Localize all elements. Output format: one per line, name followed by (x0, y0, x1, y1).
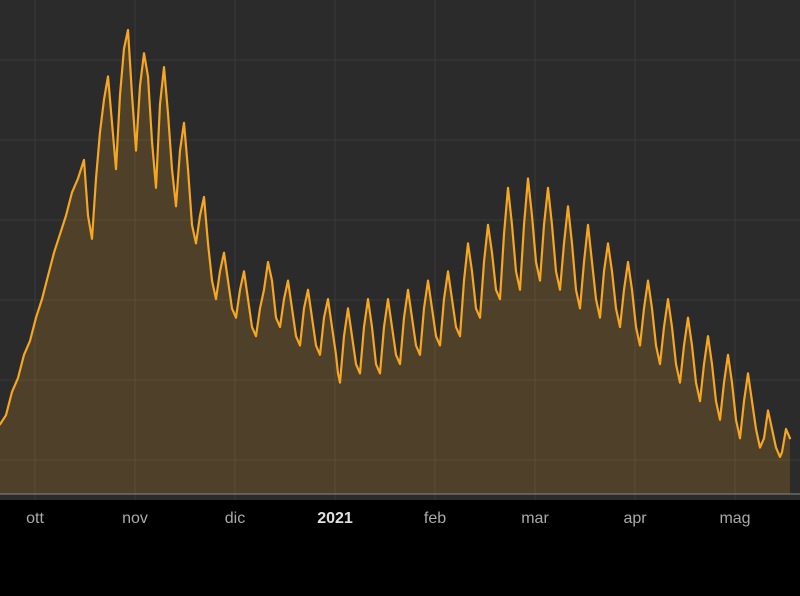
x-axis-label: mag (719, 510, 750, 528)
x-axis-label: ott (26, 510, 44, 528)
chart-svg (0, 0, 800, 596)
x-axis-label: dic (225, 510, 245, 528)
timeseries-chart: ott nov dic 2021 feb mar apr mag (0, 0, 800, 596)
x-axis-label: nov (122, 510, 148, 528)
x-axis-label: feb (424, 510, 446, 528)
x-axis-label: 2021 (317, 510, 353, 528)
x-axis-label: apr (623, 510, 646, 528)
x-axis-label: mar (521, 510, 549, 528)
